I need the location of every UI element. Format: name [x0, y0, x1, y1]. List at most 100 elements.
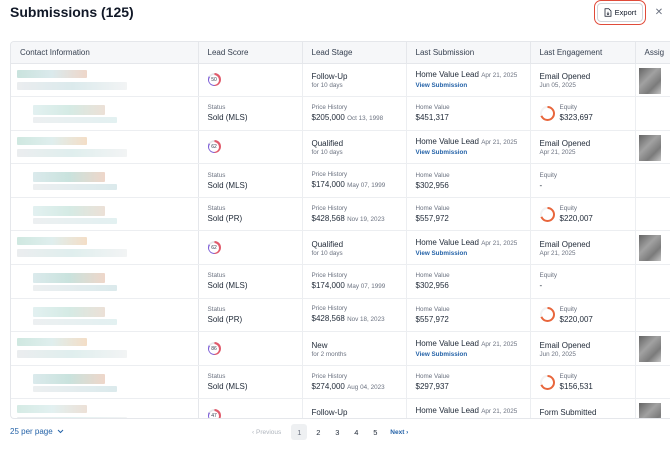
home-value-label: Home Value [415, 305, 450, 313]
lead-row[interactable]: 50 Follow-Up for 10 days Home Value Lead … [11, 63, 670, 98]
assigned-cell[interactable] [635, 398, 670, 418]
property-row[interactable]: Status Sold (MLS) Price History $174,000 M… [11, 163, 670, 198]
lead-row[interactable]: 62 Qualified for 10 days Home Value Lead … [11, 130, 670, 165]
view-submission-link[interactable]: View Submission [415, 148, 468, 156]
address-cell[interactable] [11, 298, 199, 333]
last-engagement-cell: Form SubmittedApr 21, 2025 [530, 398, 636, 419]
price-date: Aug 04, 2023 [347, 383, 385, 391]
equity-ring [539, 105, 555, 121]
page-button-2[interactable]: 2 [316, 427, 321, 437]
submission-date: Apr 21, 2025 [481, 71, 518, 79]
address-cell[interactable] [11, 96, 199, 131]
contact-cell[interactable] [11, 331, 199, 366]
property-row[interactable]: Status Sold (PR) Price History $428,568 No… [11, 298, 670, 333]
equity-value: $220,007 [559, 214, 593, 224]
score-value: 62 [209, 242, 219, 253]
score-value: 86 [209, 343, 219, 354]
engagement-date: Apr 21, 2025 [540, 418, 635, 419]
column-header-last-engagement[interactable]: Last Engagement [530, 42, 636, 64]
previous-page-button[interactable]: ‹ Previous [252, 428, 282, 436]
redacted-name [17, 338, 87, 347]
home-value-cell: Home Value $302,956 [406, 264, 531, 299]
table-footer: 25 per page ‹ Previous 1 2 3 4 5 Next › [0, 420, 670, 451]
lead-score-cell: 86 [198, 331, 303, 366]
avatar [638, 403, 661, 418]
last-engagement-cell: Email Opened Jun 20, 2025 [530, 331, 636, 366]
lead-row[interactable]: 86 New for 2 months Home Value Lead Apr 2… [11, 331, 670, 366]
page-button-4[interactable]: 4 [354, 427, 359, 437]
submission-type: Home Value Lead [415, 136, 479, 146]
property-row[interactable]: Status Sold (MLS) Price History $274,000 A… [11, 365, 670, 400]
assigned-cell [635, 96, 670, 131]
stage-name: Qualified [311, 239, 344, 249]
per-page-select[interactable]: 25 per page [10, 427, 64, 436]
home-value-cell: Home Value $557,972 [406, 298, 531, 333]
status-value: Sold (MLS) [207, 113, 248, 123]
score-ring: 86 [207, 342, 221, 356]
property-row[interactable]: Status Sold (MLS) Price History $205,000 O… [11, 96, 670, 131]
redacted-address [33, 373, 105, 384]
view-submission-link[interactable]: View Submission [415, 249, 468, 257]
address-cell[interactable] [11, 197, 199, 232]
table-header-row: Contact Information Lead Score Lead Stag… [11, 42, 670, 64]
page-button-3[interactable]: 3 [335, 427, 340, 437]
redacted-address-2 [33, 117, 117, 124]
equity-label: Equity [539, 272, 558, 280]
page-button-1[interactable]: 1 [291, 424, 308, 440]
lead-row[interactable]: 62 Qualified for 10 days Home Value Lead … [11, 230, 670, 266]
assigned-cell[interactable] [635, 230, 670, 266]
address-cell[interactable] [11, 163, 199, 198]
avatar [638, 235, 661, 262]
submission-type: Home Value Lead [415, 405, 479, 415]
property-row[interactable]: Status Sold (MLS) Price History $174,000 M… [11, 264, 670, 299]
column-header-lead-stage[interactable]: Lead Stage [302, 42, 407, 64]
contact-cell[interactable] [11, 130, 199, 165]
redacted-name [17, 405, 87, 414]
score-ring: 50 [207, 73, 221, 87]
price-date: Nov 19, 2023 [347, 215, 385, 223]
page-button-5[interactable]: 5 [373, 427, 378, 437]
contact-cell[interactable] [11, 63, 199, 98]
export-button[interactable]: Export [594, 0, 646, 25]
engagement-type: Email Opened [539, 239, 591, 249]
equity-value: - [539, 180, 543, 190]
price-history-label: Price History [311, 372, 348, 380]
property-row[interactable]: Status Sold (PR) Price History $428,568 No… [11, 197, 670, 232]
address-cell[interactable] [11, 264, 199, 299]
home-value: $557,972 [415, 314, 449, 324]
home-value-cell: Home Value $557,972 [406, 197, 531, 232]
assigned-cell[interactable] [635, 63, 670, 98]
column-header-contact[interactable]: Contact Information [11, 42, 199, 64]
submission-date: Apr 21, 2025 [481, 138, 518, 146]
contact-cell[interactable] [11, 230, 199, 266]
price-value: $428,568 [311, 314, 345, 324]
assigned-cell[interactable] [635, 331, 670, 366]
lead-stage-cell: Qualified for 10 days [302, 130, 407, 165]
view-submission-link[interactable]: View Submission [415, 350, 468, 358]
status-value: Sold (MLS) [207, 382, 248, 392]
column-header-last-submission[interactable]: Last Submission [406, 42, 531, 64]
redacted-address-2 [33, 217, 117, 224]
column-header-assigned[interactable]: Assig [635, 42, 670, 64]
engagement-type: Email Opened [539, 340, 591, 350]
close-button[interactable]: ✕ [652, 5, 666, 19]
last-submission-cell: Home Value Lead Apr 21, 2025 View Submiss… [406, 130, 531, 165]
price-history-label: Price History [311, 271, 348, 279]
export-icon [604, 8, 612, 17]
stage-duration: for 10 days [311, 249, 343, 257]
score-ring: 47 [207, 409, 221, 418]
status-label: Status [207, 104, 226, 112]
address-cell[interactable] [11, 365, 199, 400]
price-date: Oct 13, 1998 [347, 114, 384, 122]
price-history-cell: Price History $428,568 Nov 19, 2023 [302, 197, 407, 232]
view-submission-link[interactable]: View Submission [416, 417, 530, 419]
assigned-cell [635, 197, 670, 232]
contact-cell[interactable] [11, 398, 199, 418]
view-submission-link[interactable]: View Submission [415, 81, 468, 89]
column-header-lead-score[interactable]: Lead Score [198, 42, 303, 64]
assigned-cell[interactable] [635, 130, 670, 165]
next-page-button[interactable]: Next › [390, 428, 409, 436]
stage-name: New [311, 340, 328, 350]
price-history-cell: Price History $274,000 Aug 04, 2023 [302, 365, 407, 400]
